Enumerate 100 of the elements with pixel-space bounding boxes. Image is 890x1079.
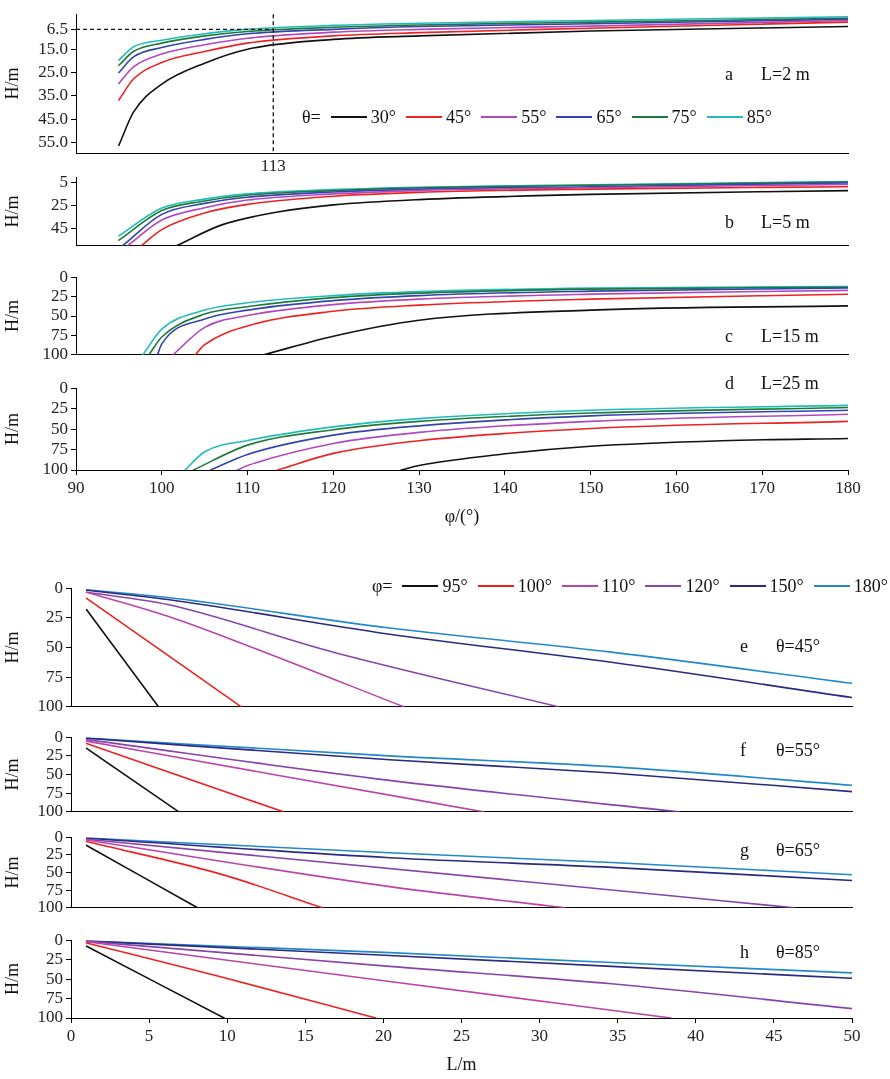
y-axis-title: H/m bbox=[1, 413, 22, 446]
x-tick-label: 120 bbox=[320, 477, 347, 497]
y-axis-title: H/m bbox=[1, 631, 22, 664]
annotation: θ=65° bbox=[776, 840, 820, 861]
x-tick-label: 90 bbox=[67, 477, 85, 497]
annotation: L=15 m bbox=[761, 326, 819, 347]
ref-line-label: 113 bbox=[260, 155, 286, 175]
annotation: c bbox=[725, 326, 733, 347]
x-tick-label: 130 bbox=[406, 477, 432, 497]
x-tick-label: 15 bbox=[296, 1025, 314, 1045]
annotation: θ=45° bbox=[776, 635, 820, 657]
x-tick-label: 100 bbox=[149, 477, 175, 497]
x-tick-label: 5 bbox=[144, 1025, 154, 1045]
legend-label: 95° bbox=[442, 575, 468, 597]
y-axis-title: H/m bbox=[1, 856, 22, 889]
y-tick-label: 35.0 bbox=[38, 84, 68, 104]
x-tick-label: 170 bbox=[749, 477, 775, 497]
y-tick-label: 25 bbox=[51, 398, 68, 418]
legend-label: 45° bbox=[445, 106, 472, 128]
y-tick-label: 100 bbox=[37, 800, 63, 820]
y-axis-title: H/m bbox=[1, 67, 22, 100]
y-tick-label: 25 bbox=[51, 286, 68, 306]
y-axis-title: H/m bbox=[1, 963, 22, 996]
x-tick-label: 20 bbox=[374, 1025, 392, 1045]
y-tick-label: 25.0 bbox=[38, 61, 68, 81]
x-tick-label: 10 bbox=[218, 1025, 236, 1045]
annotation: L=2 m bbox=[761, 64, 810, 85]
y-tick-label: 0 bbox=[59, 377, 68, 397]
y-tick-label: 25 bbox=[46, 844, 63, 864]
legend-label: 65° bbox=[596, 106, 622, 128]
y-tick-label: 50 bbox=[46, 861, 63, 881]
legend-label: 110° bbox=[601, 575, 636, 597]
legend-label: 55° bbox=[521, 106, 547, 128]
y-tick-label: 5 bbox=[59, 171, 68, 191]
annotation: L=5 m bbox=[761, 211, 810, 233]
y-tick-label: 100 bbox=[37, 1007, 63, 1027]
x-tick-label: 160 bbox=[663, 477, 690, 497]
y-tick-label: 25 bbox=[51, 194, 68, 214]
y-tick-label: 75 bbox=[46, 782, 63, 802]
y-tick-label: 6.5 bbox=[46, 18, 68, 38]
x-tick-label: 50 bbox=[843, 1025, 861, 1045]
line-series bbox=[118, 19, 848, 84]
y-tick-label: 100 bbox=[42, 459, 68, 479]
y-axis-title: H/m bbox=[1, 758, 22, 791]
y-tick-label: 50 bbox=[51, 305, 68, 325]
y-tick-label: 25 bbox=[46, 949, 63, 969]
legend-title: θ= bbox=[302, 106, 321, 128]
annotation: θ=55° bbox=[776, 739, 820, 761]
line-series bbox=[118, 20, 848, 101]
annotation: g bbox=[740, 840, 749, 861]
y-tick-label: 100 bbox=[37, 695, 63, 715]
y-tick-label: 75 bbox=[46, 666, 63, 686]
y-tick-label: 50 bbox=[51, 418, 68, 438]
annotation: L=25 m bbox=[761, 373, 819, 394]
y-axis-title: H/m bbox=[1, 299, 22, 333]
y-tick-label: 25 bbox=[46, 607, 63, 627]
x-tick-label: 40 bbox=[687, 1025, 705, 1045]
legend-label: 75° bbox=[671, 106, 697, 128]
legend-label: 85° bbox=[746, 106, 772, 128]
y-tick-label: 45 bbox=[51, 217, 68, 237]
y-tick-label: 75 bbox=[46, 988, 63, 1008]
x-tick-label: 45 bbox=[765, 1025, 783, 1045]
y-tick-label: 0 bbox=[54, 726, 63, 746]
legend-label: 180° bbox=[853, 575, 888, 597]
annotation: a bbox=[725, 64, 733, 85]
annotation: θ=85° bbox=[776, 942, 820, 963]
y-tick-label: 75 bbox=[51, 439, 68, 459]
line-series bbox=[400, 437, 848, 470]
legend-label: 150° bbox=[769, 575, 804, 597]
y-tick-label: 0 bbox=[54, 577, 63, 597]
line-series bbox=[276, 420, 848, 470]
y-tick-label: 45.0 bbox=[38, 108, 68, 128]
annotation: d bbox=[725, 373, 734, 394]
legend-title: φ= bbox=[371, 575, 393, 597]
annotation: b bbox=[725, 211, 734, 233]
x-tick-label: 150 bbox=[577, 477, 604, 497]
y-tick-label: 0 bbox=[54, 929, 63, 949]
y-tick-label: 0 bbox=[54, 826, 63, 846]
y-tick-label: 15.0 bbox=[38, 38, 68, 58]
x-tick-label: 35 bbox=[609, 1025, 627, 1045]
annotation: h bbox=[740, 942, 749, 963]
y-tick-label: 100 bbox=[37, 897, 63, 917]
y-axis-title: H/m bbox=[1, 195, 22, 228]
y-tick-label: 50 bbox=[46, 968, 63, 988]
x-axis-title: L/m bbox=[446, 1053, 477, 1074]
y-tick-label: 0 bbox=[59, 266, 68, 286]
y-tick-label: 55.0 bbox=[38, 131, 68, 151]
x-tick-label: 30 bbox=[531, 1025, 549, 1045]
x-tick-label: 180 bbox=[835, 477, 861, 497]
legend-label: 120° bbox=[685, 575, 720, 597]
x-tick-label: 140 bbox=[492, 477, 518, 497]
legend-label: 30° bbox=[370, 106, 396, 128]
x-tick-label: 110 bbox=[235, 477, 260, 497]
y-tick-label: 100 bbox=[42, 344, 68, 364]
annotation: e bbox=[740, 635, 748, 657]
y-tick-label: 75 bbox=[51, 324, 68, 344]
x-tick-label: 25 bbox=[453, 1025, 470, 1045]
annotation: f bbox=[740, 739, 746, 761]
legend-label: 100° bbox=[517, 575, 552, 597]
y-tick-label: 50 bbox=[46, 636, 63, 656]
